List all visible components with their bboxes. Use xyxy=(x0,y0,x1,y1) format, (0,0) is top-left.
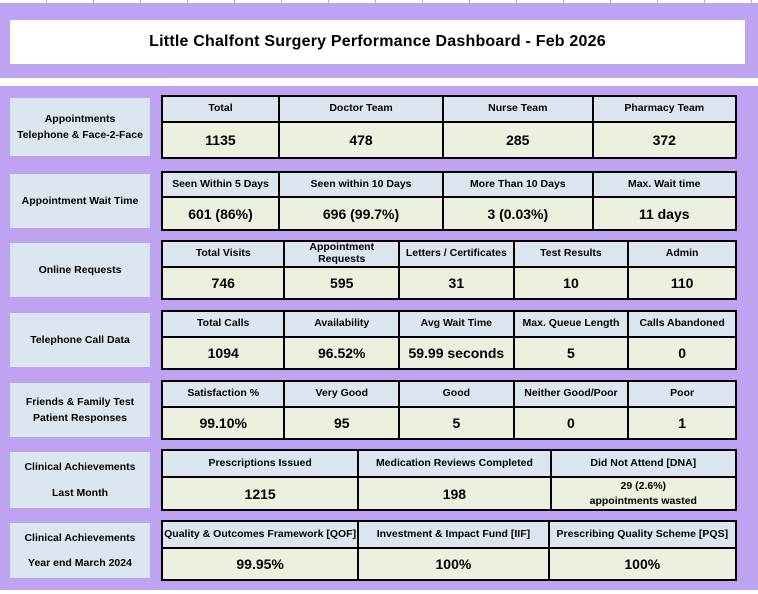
value-cell: 3 (0.03%) xyxy=(444,198,592,229)
section-clinical-achievements-last-month: Clinical Achievements Last Month Prescrip… xyxy=(0,449,758,511)
value-line: appointments wasted xyxy=(589,494,697,507)
header-cell: Test Results xyxy=(514,242,628,266)
value-cell: 5 xyxy=(514,338,628,368)
value-cell: 0 xyxy=(629,338,735,368)
header-cell: Letters / Certificates xyxy=(400,242,513,266)
divider-band xyxy=(0,78,758,86)
value-cell: 1094 xyxy=(163,338,284,368)
value-cell: 99.95% xyxy=(163,549,358,579)
value-cell: 0 xyxy=(514,408,628,438)
header-cell: Total Visits xyxy=(163,242,284,266)
section-friends-family-test: Friends & Family Test Patient Responses S… xyxy=(0,380,758,440)
header-cell: Availability xyxy=(285,312,399,336)
value-cell: 1135 xyxy=(163,123,278,157)
section-label-line: Telephone Call Data xyxy=(30,333,130,346)
section-label-line: Last Month xyxy=(52,486,108,499)
section-label-line: Patient Responses xyxy=(33,412,127,424)
header-cell: Neither Good/Poor xyxy=(514,382,628,406)
value-cell: 29 (2.6%) appointments wasted xyxy=(551,478,735,509)
section-label: Telephone Call Data xyxy=(10,313,150,367)
section-label-line: Online Requests xyxy=(38,263,122,276)
value-cell: 478 xyxy=(279,123,443,157)
header-cell: Satisfaction % xyxy=(163,382,284,406)
value-cell: 5 xyxy=(400,408,513,438)
header-cell: Admin xyxy=(629,242,735,266)
header-cell: Seen within 10 Days xyxy=(279,173,443,196)
data-table: Total Doctor Team Nurse Team Pharmacy Team 1… xyxy=(161,95,737,159)
header-cell: Poor xyxy=(629,382,735,406)
section-label-line: Appointments xyxy=(44,112,116,125)
value-cell: 95 xyxy=(285,408,399,438)
header-cell: Max. Queue Length xyxy=(514,312,628,336)
value-cell: 100% xyxy=(359,549,548,579)
section-appointments: Appointments Telephone & Face-2-Face Tota… xyxy=(0,95,758,159)
value-cell: 746 xyxy=(163,268,284,298)
value-line: 29 (2.6%) xyxy=(620,479,667,492)
section-label: Clinical Achievements Year end March 2024 xyxy=(10,523,150,578)
value-cell: 99.10% xyxy=(163,408,284,438)
header-cell: Very Good xyxy=(285,382,399,406)
value-cell: 696 (99.7%) xyxy=(279,198,443,229)
section-appointment-wait-time: Appointment Wait Time Seen Within 5 Days… xyxy=(0,171,758,231)
header-cell: Quality & Outcomes Framework [QOF] xyxy=(163,522,358,547)
value-cell: 372 xyxy=(593,123,735,157)
data-table: Total Calls Availability Avg Wait Time Max.… xyxy=(161,310,737,370)
header-cell: Avg Wait Time xyxy=(400,312,513,336)
value-cell: 1215 xyxy=(163,478,358,509)
header-cell: More Than 10 Days xyxy=(444,173,592,196)
section-label: Friends & Family Test Patient Responses xyxy=(10,383,150,437)
section-label-line: Year end March 2024 xyxy=(28,556,132,569)
value-cell: 10 xyxy=(514,268,628,298)
header-cell: Calls Abandoned xyxy=(629,312,735,336)
header-cell: Nurse Team xyxy=(444,97,592,121)
header-cell: Did Not Attend [DNA] xyxy=(551,451,735,476)
value-cell: 96.52% xyxy=(285,338,399,368)
header-cell: Doctor Team xyxy=(279,97,443,121)
bottom-strip xyxy=(0,590,758,594)
value-cell: 601 (86%) xyxy=(163,198,278,229)
section-label-line: Friends & Family Test xyxy=(25,395,135,408)
value-cell: 100% xyxy=(549,549,735,579)
header-cell: Pharmacy Team xyxy=(593,97,735,121)
page-title: Little Chalfont Surgery Performance Dash… xyxy=(149,33,606,50)
value-cell: 31 xyxy=(400,268,513,298)
value-cell: 11 days xyxy=(593,198,735,229)
header-cell: Prescribing Quality Scheme [PQS] xyxy=(549,522,735,547)
section-label-line: Clinical Achievements xyxy=(24,461,136,473)
header-cell: Good xyxy=(400,382,513,406)
header-cell: Medication Reviews Completed xyxy=(359,451,550,476)
section-label: Clinical Achievements Last Month xyxy=(10,452,150,508)
section-label-line: Appointment Wait Time xyxy=(21,194,139,207)
value-cell: 285 xyxy=(444,123,592,157)
section-label-line: Telephone & Face-2-Face xyxy=(17,129,143,141)
section-online-requests: Online Requests Total Visits Appointment … xyxy=(0,240,758,300)
data-table: Quality & Outcomes Framework [QOF] Invest… xyxy=(161,520,737,581)
value-cell: 198 xyxy=(359,478,550,509)
data-table: Total Visits Appointment Requests Letters … xyxy=(161,240,737,300)
value-cell: 1 xyxy=(629,408,735,438)
header-cell: Prescriptions Issued xyxy=(163,451,358,476)
section-clinical-achievements-year-end: Clinical Achievements Year end March 2024… xyxy=(0,520,758,581)
value-cell: 110 xyxy=(629,268,735,298)
data-table: Prescriptions Issued Medication Reviews C… xyxy=(161,449,737,511)
header-cell: Total Calls xyxy=(163,312,284,336)
section-label-line: Clinical Achievements xyxy=(24,532,136,544)
title-box: Little Chalfont Surgery Performance Dash… xyxy=(10,20,745,64)
section-telephone-call-data: Telephone Call Data Total Calls Availabil… xyxy=(0,310,758,370)
value-cell: 59.99 seconds xyxy=(400,338,513,368)
header-cell: Investment & Impact Fund [IIF] xyxy=(359,522,548,547)
data-table: Satisfaction % Very Good Good Neither Good/… xyxy=(161,380,737,440)
spreadsheet-gridline-strip xyxy=(0,0,758,3)
header-cell: Appointment Requests xyxy=(285,242,399,266)
section-label: Appointment Wait Time xyxy=(10,174,150,228)
header-cell: Seen Within 5 Days xyxy=(163,173,278,196)
value-cell: 595 xyxy=(285,268,399,298)
data-table: Seen Within 5 Days Seen within 10 Days Mor… xyxy=(161,171,737,231)
section-label: Online Requests xyxy=(10,243,150,297)
header-cell: Total xyxy=(163,97,278,121)
header-cell: Max. Wait time xyxy=(593,173,735,196)
section-label: Appointments Telephone & Face-2-Face xyxy=(10,98,150,156)
